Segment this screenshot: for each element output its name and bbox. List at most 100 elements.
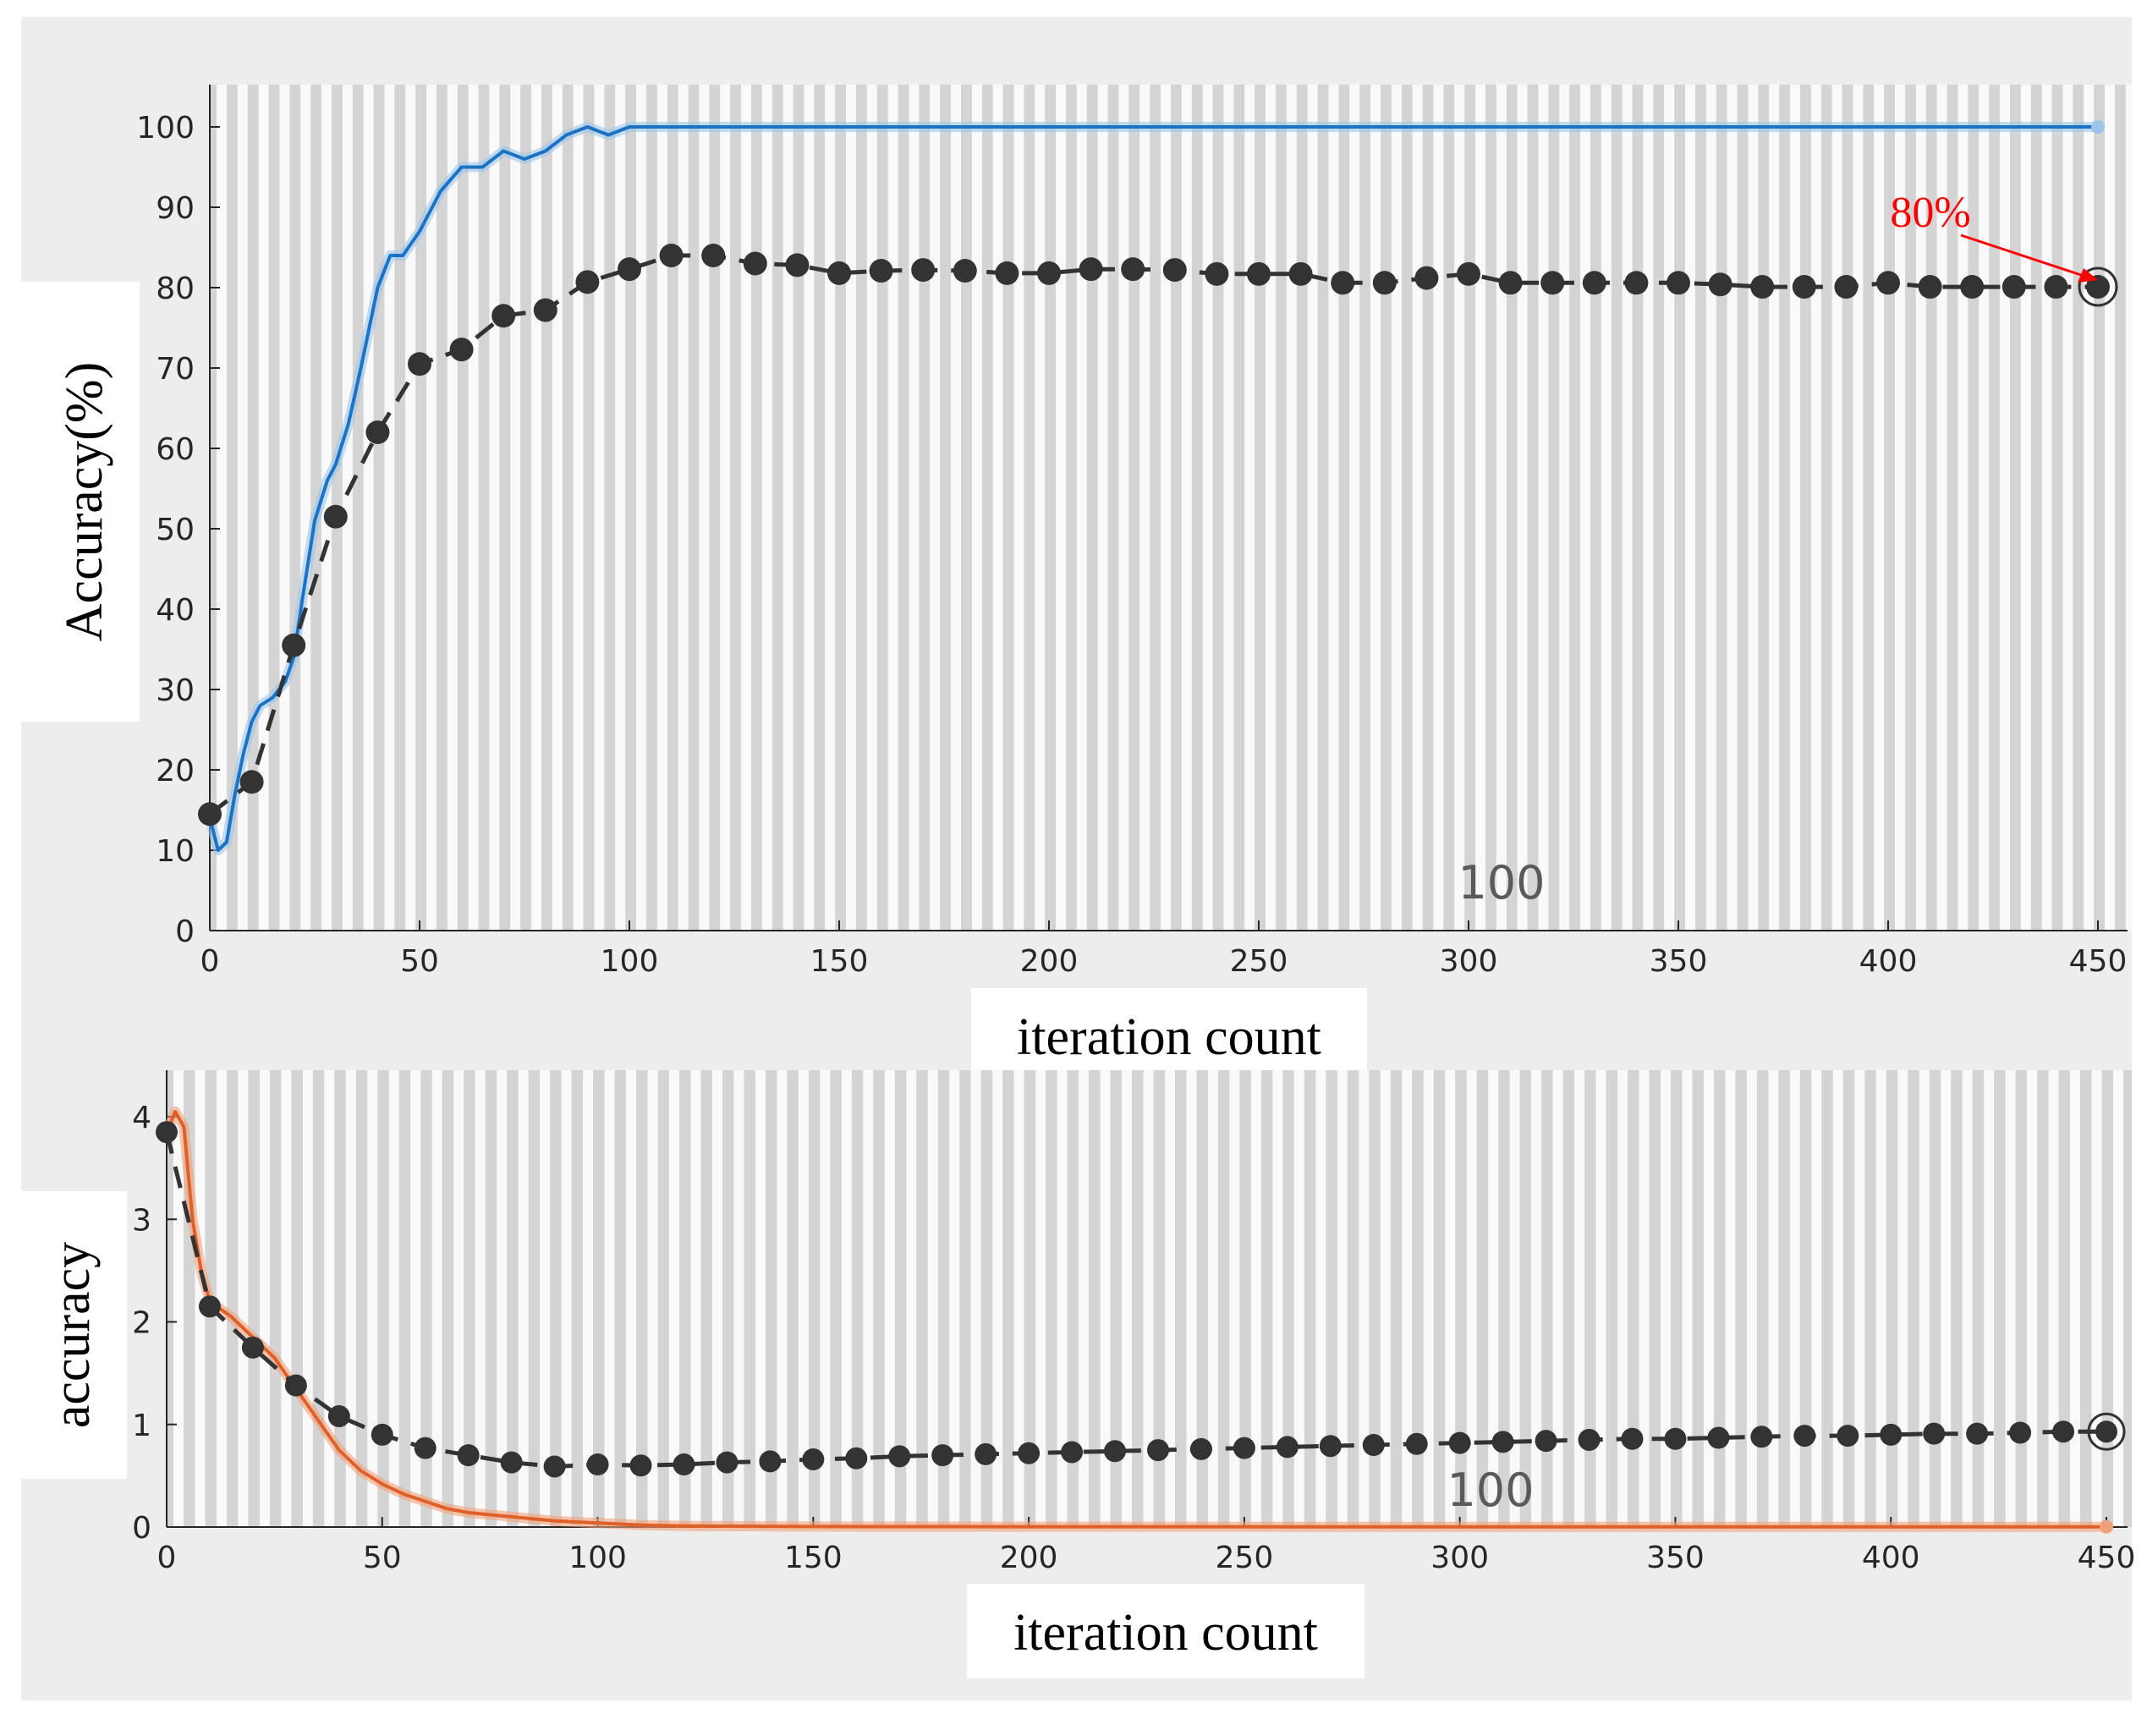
plot-stripe — [363, 85, 374, 931]
plot-stripe — [1359, 1070, 1370, 1527]
y-tick-label: 40 — [156, 593, 195, 628]
plot-stripe — [782, 85, 793, 931]
plot-stripe — [1941, 1070, 1952, 1527]
training-end-point — [2100, 1519, 2113, 1534]
x-tick-label: 450 — [2069, 944, 2128, 979]
validation-point — [1923, 1422, 1946, 1445]
plot-stripe — [594, 85, 605, 931]
y-tick-label: 20 — [156, 754, 195, 788]
validation-point — [1247, 261, 1271, 286]
validation-point — [371, 1423, 393, 1446]
plot-stripe — [281, 1070, 292, 1527]
validation-point — [575, 270, 600, 294]
validation-point — [1457, 261, 1480, 286]
plot-stripe — [1161, 85, 1171, 931]
x-tick-label: 200 — [1020, 944, 1079, 979]
plot-stripe — [992, 1070, 1003, 1527]
validation-point — [2009, 1421, 2032, 1444]
validation-point — [586, 1453, 609, 1476]
plot-stripe — [1531, 1070, 1542, 1527]
validation-point — [1121, 257, 1145, 282]
plot-stripe — [1897, 1070, 1908, 1527]
plot-stripe — [426, 85, 437, 931]
validation-point — [911, 258, 936, 283]
validation-point — [1079, 257, 1103, 282]
plot-stripe — [1445, 1070, 1456, 1527]
validation-point — [1331, 271, 1355, 295]
plot-stripe — [258, 85, 269, 931]
plot-stripe — [992, 85, 1003, 931]
accuracy-ylabel-box — [21, 282, 140, 722]
loss-plot-stripes — [173, 1070, 2145, 1527]
validation-point — [975, 1442, 997, 1465]
x-tick-label: 350 — [1646, 1541, 1705, 1575]
validation-point — [282, 633, 306, 657]
validation-point — [1146, 1439, 1169, 1462]
plot-stripe — [798, 1070, 809, 1527]
plot-stripe — [1122, 1070, 1133, 1527]
plot-stripe — [561, 1070, 572, 1527]
plot-stripe — [1466, 1070, 1477, 1527]
plot-stripe — [711, 1070, 722, 1527]
plot-stripe — [866, 85, 877, 931]
plot-stripe — [636, 85, 646, 931]
validation-point — [1018, 1442, 1041, 1464]
plot-stripe — [1164, 1070, 1175, 1527]
validation-point — [1918, 275, 1942, 299]
plot-stripe — [342, 85, 353, 931]
validation-point — [284, 1374, 307, 1397]
plot-stripe — [1705, 85, 1716, 931]
plot-stripe — [1682, 1070, 1693, 1527]
plot-stripe — [820, 1070, 831, 1527]
plot-stripe — [1552, 1070, 1563, 1527]
plot-stripe — [1962, 1070, 1973, 1527]
plot-stripe — [1370, 85, 1381, 931]
plot-stripe — [1207, 1070, 1218, 1527]
plot-stripe — [388, 1070, 399, 1527]
accuracy-ylabel: Accuracy(%) — [56, 362, 113, 641]
plot-stripe — [1139, 85, 1150, 931]
plot-stripe — [1580, 85, 1590, 931]
plot-stripe — [1617, 1070, 1628, 1527]
plot-stripe — [647, 1070, 658, 1527]
plot-stripe — [1266, 85, 1276, 931]
validation-point — [2001, 275, 2026, 299]
validation-point — [673, 1453, 695, 1476]
y-tick-label: 90 — [156, 191, 195, 226]
loss-center-label: 100 — [1447, 1464, 1534, 1517]
accuracy-annotation: 80% — [1890, 189, 2098, 283]
validation-point — [1362, 1434, 1385, 1456]
plot-stripe — [1875, 1070, 1886, 1527]
y-tick-label: 2 — [132, 1306, 151, 1341]
plot-stripe — [1703, 1070, 1714, 1527]
validation-point — [1233, 1437, 1255, 1459]
y-tick-label: 0 — [175, 915, 195, 949]
plot-stripe — [1250, 1070, 1261, 1527]
accuracy-chart: 0 50 100 150 200 250 300 350 400 450 0 10 20 30 40 50 60… — [21, 85, 2136, 1083]
validation-point — [1750, 275, 1775, 299]
plot-stripe — [2020, 85, 2031, 931]
plot-stripe — [668, 1070, 679, 1527]
validation-point — [241, 1336, 264, 1359]
plot-stripe — [1097, 85, 1108, 931]
plot-stripe — [626, 1070, 637, 1527]
plot-stripe — [1079, 1070, 1090, 1527]
validation-point — [2044, 275, 2068, 299]
validation-point — [2052, 1420, 2075, 1443]
validation-point — [1966, 1422, 1989, 1445]
plot-stripe — [1488, 1070, 1499, 1527]
plot-stripe — [1076, 85, 1087, 931]
plot-stripe — [678, 85, 689, 931]
x-tick-label: 50 — [400, 944, 439, 979]
plot-stripe — [497, 1070, 508, 1527]
plot-stripe — [1790, 85, 1800, 931]
validation-point — [1621, 1427, 1644, 1450]
annotation-arrow-line — [1960, 233, 2087, 278]
y-tick-label: 70 — [156, 352, 195, 387]
validation-point — [1319, 1435, 1342, 1458]
plot-stripe — [1874, 85, 1885, 931]
plot-stripe — [755, 1070, 766, 1527]
validation-point — [1061, 1441, 1084, 1464]
validation-point — [156, 1121, 178, 1144]
plot-stripe — [302, 1070, 313, 1527]
